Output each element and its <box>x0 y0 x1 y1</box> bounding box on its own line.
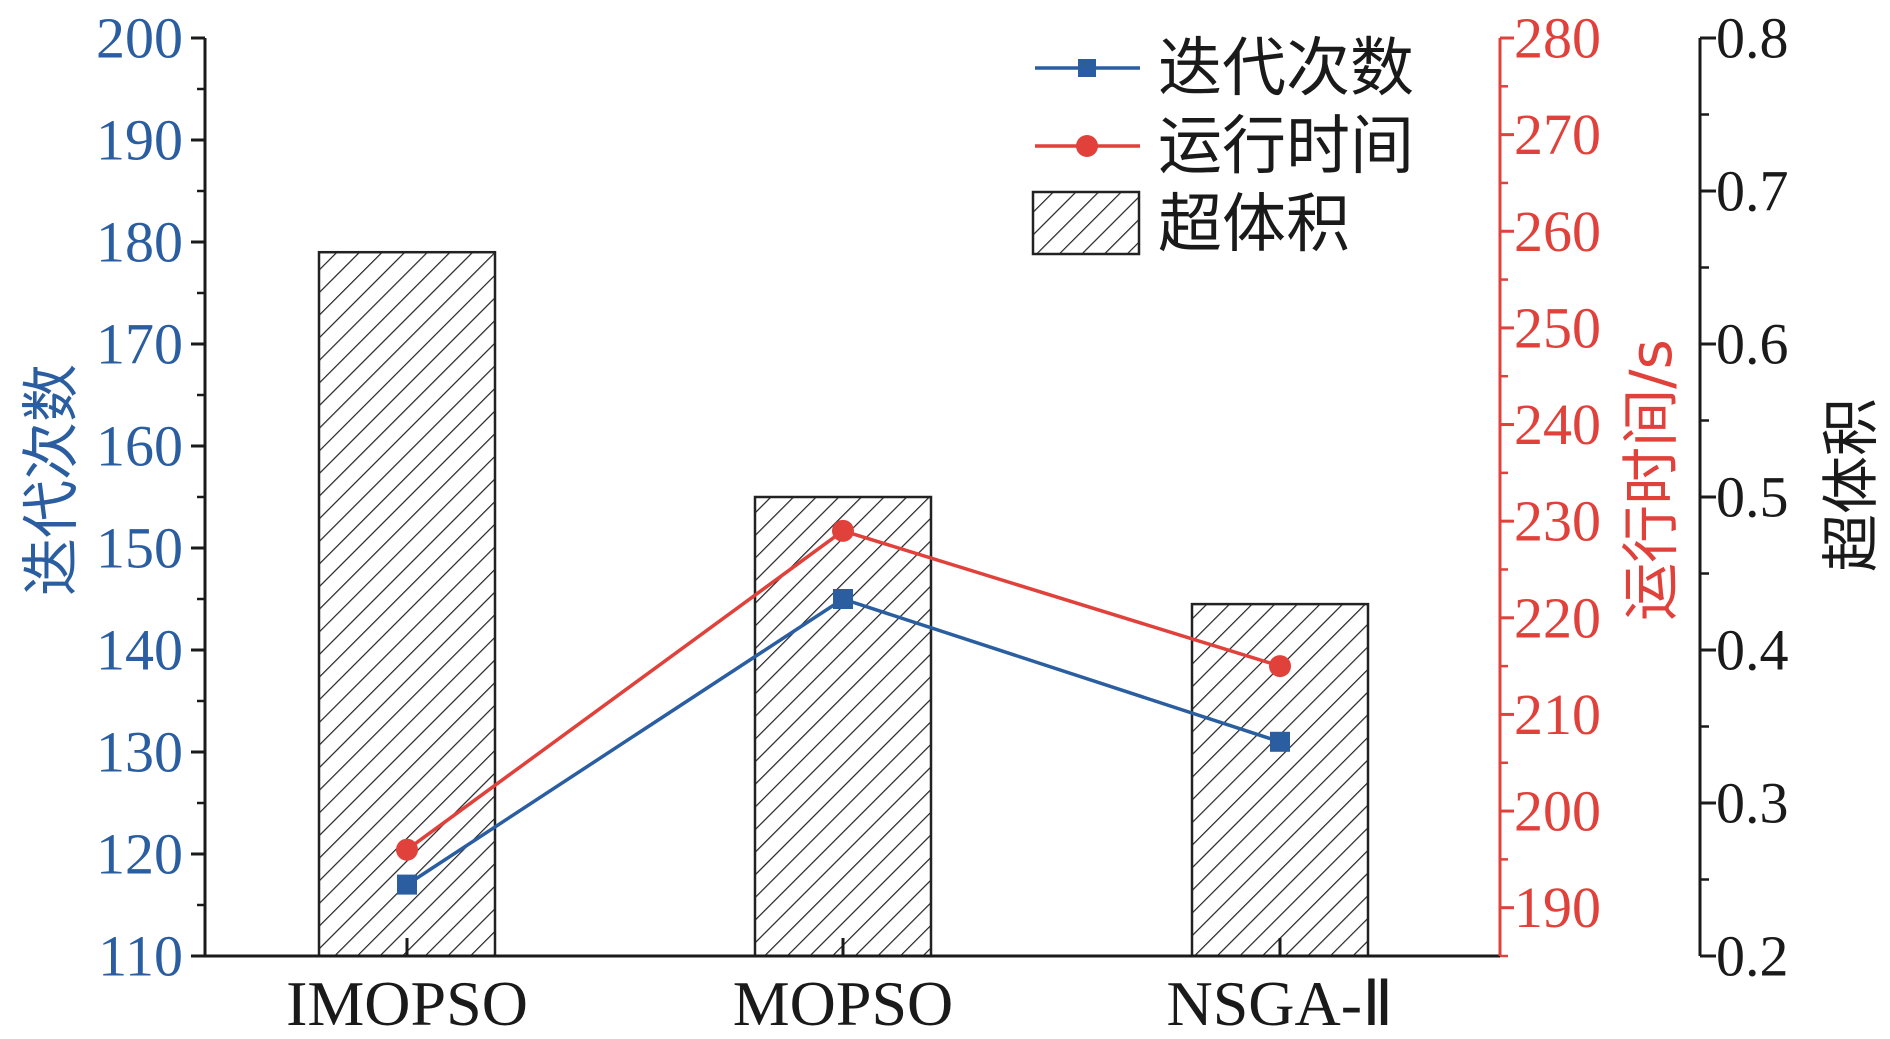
legend-marker-circle <box>1076 135 1098 157</box>
legend-label-hypervolume: 超体积 <box>1158 188 1350 262</box>
right1-tick-label: 250 <box>1514 295 1601 360</box>
right2-axis-title: 超体积 <box>1817 398 1885 572</box>
right1-tick-label: 200 <box>1514 779 1601 844</box>
marker-iterations-1 <box>833 589 853 609</box>
marker-runtime-2 <box>1269 655 1291 678</box>
left-tick-label: 140 <box>96 618 183 683</box>
axes-layer: 110 120 130 140 150 160 170 180 190 200 IMOPSO MOPS… <box>96 6 1789 1039</box>
legend: 迭代次数 运行时间 超体积 <box>1031 32 1414 262</box>
left-tick-label: 120 <box>96 822 183 887</box>
x-tick-label-2: NSGA-Ⅱ <box>1166 968 1393 1039</box>
right1-tick-label: 220 <box>1514 585 1601 650</box>
right1-tick-label: 280 <box>1514 6 1601 71</box>
marker-iterations-2 <box>1270 731 1290 752</box>
right2-tick-label: 0.2 <box>1716 924 1789 989</box>
left-tick-label: 130 <box>96 720 183 785</box>
right2-tick-label: 0.5 <box>1716 465 1789 530</box>
marker-iterations-0 <box>397 874 417 895</box>
marker-runtime-0 <box>396 838 418 861</box>
bar-hypervolume-1 <box>753 495 933 958</box>
x-tick-label-0: IMOPSO <box>286 968 528 1039</box>
left-tick-label: 200 <box>96 6 183 71</box>
left-tick-label: 160 <box>96 414 183 479</box>
left-tick-label: 180 <box>96 210 183 275</box>
right1-axis-title: 运行时间/s <box>1617 339 1685 621</box>
right2-tick-label: 0.6 <box>1716 312 1789 377</box>
right1-tick-label: 240 <box>1514 392 1601 457</box>
legend-label-runtime: 运行时间 <box>1158 110 1414 184</box>
legend-label-iterations: 迭代次数 <box>1158 32 1414 106</box>
legend-swatch-hypervolume <box>1031 190 1141 256</box>
right2-tick-label: 0.7 <box>1716 159 1789 224</box>
left-tick-label: 190 <box>96 108 183 173</box>
x-tick-label-1: MOPSO <box>733 968 954 1039</box>
lines-layer <box>396 519 1291 895</box>
bar-hypervolume-0 <box>317 250 497 958</box>
right2-tick-label: 0.4 <box>1716 618 1789 683</box>
legend-marker-square <box>1078 59 1096 77</box>
left-tick-label: 150 <box>96 516 183 581</box>
right1-tick-label: 260 <box>1514 199 1601 264</box>
left-tick-label: 170 <box>96 312 183 377</box>
right1-tick-label: 190 <box>1514 875 1601 940</box>
left-axis-title: 迭代次数 <box>17 364 85 596</box>
right1-tick-label: 270 <box>1514 102 1601 167</box>
right2-tick-label: 0.3 <box>1716 771 1789 836</box>
right1-tick-label: 210 <box>1514 682 1601 747</box>
marker-runtime-1 <box>832 519 854 542</box>
left-tick-label: 110 <box>98 924 183 989</box>
right2-tick-label: 0.8 <box>1716 6 1789 71</box>
right1-tick-label: 230 <box>1514 489 1601 554</box>
